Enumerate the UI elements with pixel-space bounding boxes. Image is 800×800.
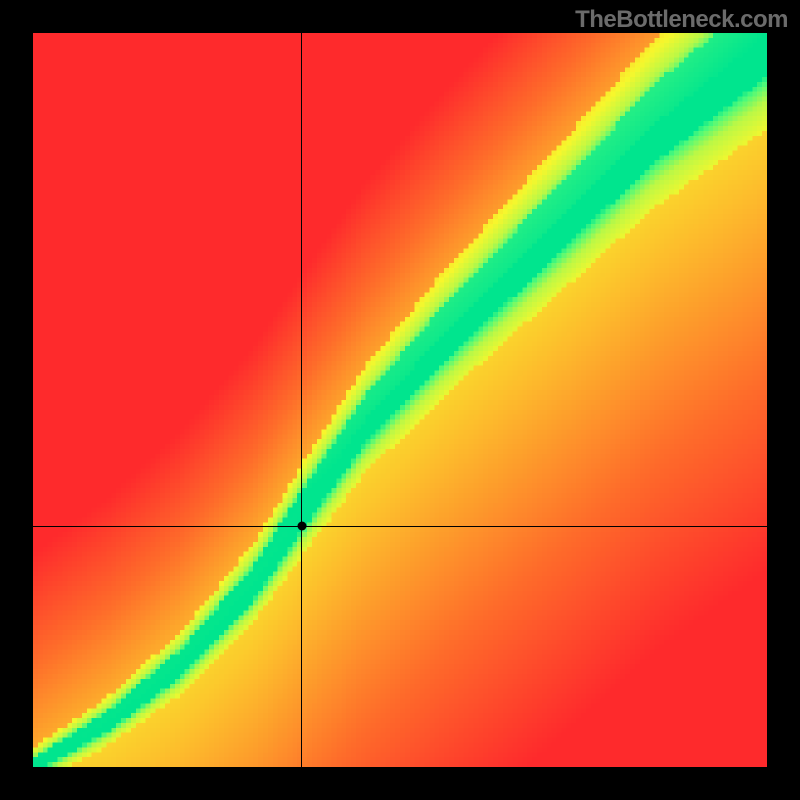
heatmap-canvas	[33, 33, 767, 767]
crosshair-vertical	[301, 33, 302, 767]
plot-area	[33, 33, 767, 767]
marker-point	[297, 522, 306, 531]
crosshair-horizontal	[33, 526, 767, 527]
watermark-text: TheBottleneck.com	[575, 6, 788, 34]
